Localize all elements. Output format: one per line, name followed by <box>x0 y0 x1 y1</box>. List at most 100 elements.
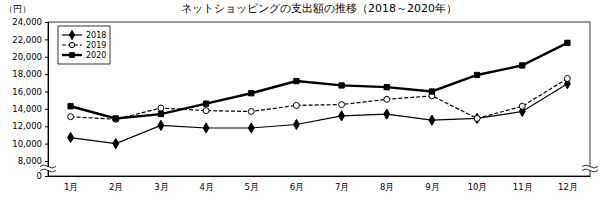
y-tick-mark <box>45 92 48 93</box>
series-marker <box>248 123 254 133</box>
axis-break <box>40 165 56 172</box>
x-tick-label: 10月 <box>468 182 488 192</box>
series-marker <box>293 119 299 129</box>
y-tick-label: 16,000 <box>12 87 42 97</box>
x-tick-label: 7月 <box>335 182 349 192</box>
x-tick-label: 4月 <box>199 182 213 192</box>
legend: 201820192020 <box>58 26 110 64</box>
x-axis: 1月 2月 3月 4月 5月 6月 7月 8月 9月 10月 11月 12月 <box>49 177 591 193</box>
plot-frame <box>48 22 590 176</box>
x-tick: 9月 <box>425 182 439 192</box>
y-tick-mark <box>45 39 48 40</box>
series-layer <box>68 40 571 149</box>
series-marker <box>203 101 208 106</box>
y-tick-mark <box>45 22 48 23</box>
y-tick: 24,000 <box>12 17 48 27</box>
legend-label: 2019 <box>86 41 106 50</box>
x-tick-label: 11月 <box>513 182 533 192</box>
axis-break-gap <box>40 167 56 171</box>
series <box>68 79 571 149</box>
y-axis-line <box>45 23 49 177</box>
chart: ネットショッピングの支出額の推移（2018～2020年） （円） 0 8,000 10,… <box>0 0 600 203</box>
series-line <box>71 78 568 119</box>
y-tick-mark <box>45 176 48 177</box>
legend-marker <box>69 30 74 39</box>
series-marker <box>429 115 435 125</box>
y-tick-label: 18,000 <box>12 69 42 79</box>
y-tick-label: 8,000 <box>18 156 42 166</box>
x-tick-label: 5月 <box>245 182 259 192</box>
y-tick: 14,000 <box>12 104 48 114</box>
x-tick: 11月 <box>513 182 533 192</box>
y-tick-mark <box>45 126 48 127</box>
x-tick-label: 2月 <box>109 182 123 192</box>
series-marker <box>520 63 525 68</box>
series-marker <box>203 108 209 114</box>
x-tick: 12月 <box>558 182 578 192</box>
axis-break <box>582 165 598 172</box>
series-marker <box>339 111 345 121</box>
x-tick-label: 1月 <box>64 182 78 192</box>
series-marker <box>565 40 570 45</box>
y-tick-mark <box>45 161 48 162</box>
y-axis-label: （円） <box>4 4 31 14</box>
y-tick-label: 24,000 <box>12 17 42 27</box>
series-marker <box>158 111 163 116</box>
legend-label: 2018 <box>86 31 106 40</box>
series <box>68 40 570 121</box>
series-marker <box>113 116 119 122</box>
series-marker <box>384 96 390 102</box>
legend-marker <box>70 53 75 58</box>
series-marker <box>249 91 254 96</box>
x-axis-line <box>49 176 591 177</box>
series-marker <box>339 83 344 88</box>
x-tick-label: 9月 <box>425 182 439 192</box>
y-tick: 0 <box>37 171 48 181</box>
axis-break-gap <box>582 167 598 171</box>
axis-break-line <box>40 169 56 172</box>
x-tick: 3月 <box>154 182 168 192</box>
series-marker <box>474 115 480 121</box>
legend-box <box>58 26 110 64</box>
series-marker <box>248 108 254 114</box>
y-tick-label: 10,000 <box>12 139 42 149</box>
x-tick: 4月 <box>199 182 213 192</box>
series-marker <box>519 103 525 109</box>
y-tick-label: 20,000 <box>12 52 42 62</box>
x-tick: 8月 <box>380 182 394 192</box>
x-tick-label: 6月 <box>290 182 304 192</box>
series-marker <box>384 85 389 90</box>
series-marker <box>113 116 118 121</box>
y-tick-mark <box>45 57 48 58</box>
series-marker <box>564 75 570 81</box>
series-marker <box>474 72 479 77</box>
series-marker <box>429 89 434 94</box>
axis-break-line <box>582 169 598 172</box>
x-tick: 10月 <box>468 182 488 192</box>
series-marker <box>293 102 299 108</box>
y-tick-label: 0 <box>37 171 42 181</box>
x-tick-label: 12月 <box>558 182 578 192</box>
x-tick: 6月 <box>290 182 304 192</box>
series-marker <box>474 113 480 123</box>
series-marker <box>113 139 119 149</box>
x-tick: 2月 <box>109 182 123 192</box>
series-marker <box>294 78 299 83</box>
y-tick-mark <box>45 109 48 110</box>
legend-marker <box>69 42 74 47</box>
title: ネットショッピングの支出額の推移（2018～2020年） <box>181 2 457 15</box>
series-marker <box>384 109 390 119</box>
y-axis: 0 8,000 10,000 12,000 14,000 16,000 18,000 20,0… <box>12 17 48 181</box>
x-tick: 1月 <box>64 182 78 192</box>
series-marker <box>68 104 73 109</box>
x-tick: 5月 <box>245 182 259 192</box>
y-tick: 18,000 <box>12 69 48 79</box>
y-tick-label: 14,000 <box>12 104 42 114</box>
y-tick-mark <box>45 74 48 75</box>
y-tick-mark <box>45 144 48 145</box>
legend-label: 2020 <box>86 51 106 60</box>
series-line <box>71 43 568 119</box>
y-tick: 12,000 <box>12 121 48 131</box>
series-marker <box>203 123 209 133</box>
series-marker <box>158 105 164 111</box>
